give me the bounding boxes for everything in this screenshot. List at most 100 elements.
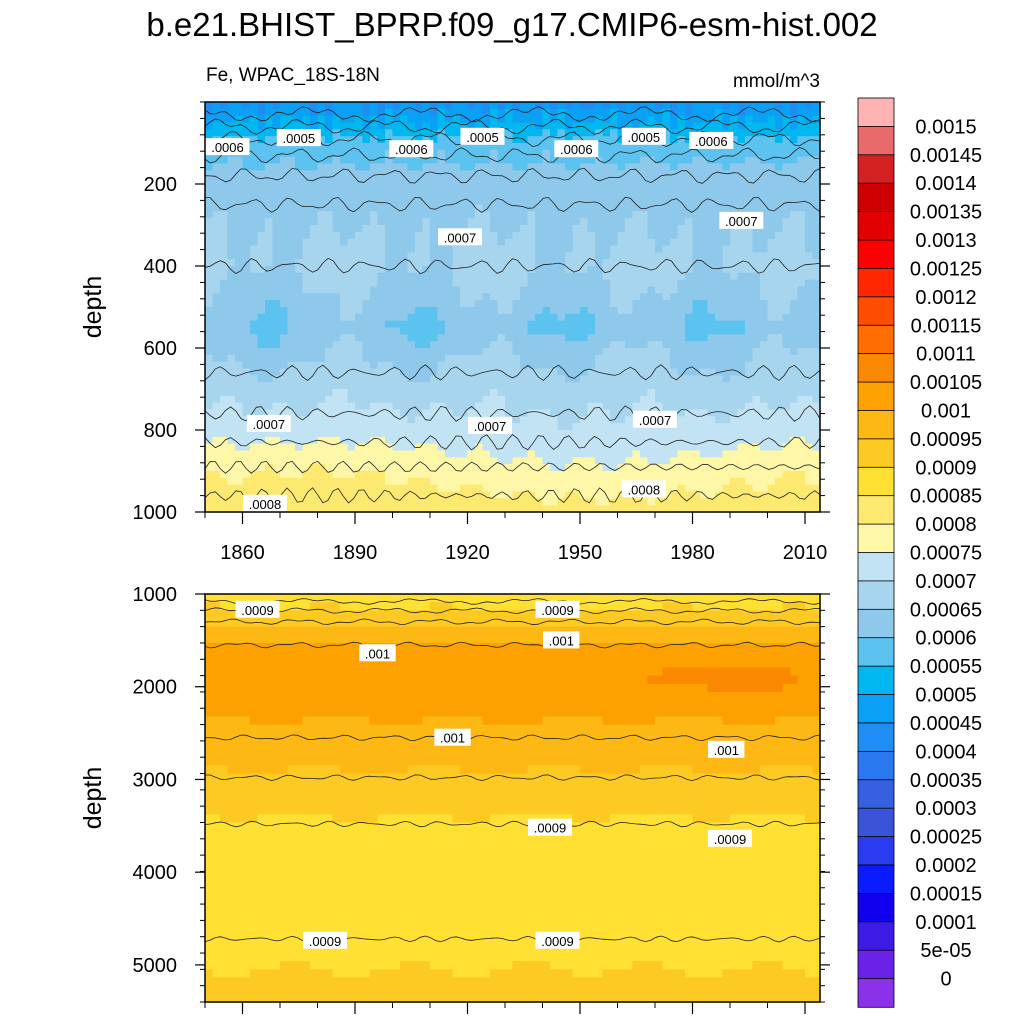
field-cell xyxy=(475,122,484,130)
field-cell xyxy=(332,252,341,260)
field-cell xyxy=(797,177,806,185)
field-cell xyxy=(445,102,454,110)
field-cell xyxy=(797,307,806,315)
field-cell xyxy=(400,313,409,322)
field-cell xyxy=(317,190,326,199)
field-cell xyxy=(430,430,439,438)
field-cell xyxy=(700,272,709,281)
field-cell xyxy=(572,300,581,308)
field-cell xyxy=(730,389,739,397)
field-cell xyxy=(535,211,544,219)
field-cell xyxy=(445,423,454,431)
field-cell xyxy=(355,477,364,486)
field-cell xyxy=(655,122,664,130)
field-cell xyxy=(445,177,454,185)
field-cell xyxy=(445,450,454,458)
field-cell xyxy=(670,211,679,219)
field-cell xyxy=(767,190,776,199)
field-cell xyxy=(737,177,746,185)
field-cell xyxy=(295,334,304,342)
field-cell xyxy=(437,498,446,506)
field-cell xyxy=(715,102,724,110)
field-cell xyxy=(640,122,649,130)
field-cell xyxy=(812,382,821,390)
field-cell xyxy=(302,170,311,178)
field-cell xyxy=(580,218,589,226)
field-cell xyxy=(287,491,296,499)
field-cell xyxy=(257,143,266,151)
field-cell xyxy=(737,170,746,178)
field-cell xyxy=(347,211,356,219)
field-cell xyxy=(565,430,574,438)
field-cell xyxy=(347,348,356,356)
field-cell xyxy=(805,327,814,335)
field-cell xyxy=(422,197,431,206)
field-cell xyxy=(745,430,754,438)
field-cell xyxy=(355,382,364,390)
field-cell xyxy=(542,313,551,322)
field-cell xyxy=(707,218,716,226)
field-cell xyxy=(550,443,559,452)
field-cell xyxy=(302,225,311,233)
contour-label-text: .0006 xyxy=(560,142,593,157)
field-cell xyxy=(302,409,311,417)
field-cell xyxy=(760,450,769,458)
field-cell xyxy=(362,443,371,452)
field-cell xyxy=(602,354,611,363)
field-cell xyxy=(595,505,604,513)
field-cell xyxy=(325,341,334,349)
field-cell xyxy=(655,286,664,294)
field-cell xyxy=(745,334,754,342)
field-cell xyxy=(422,368,431,376)
field-cell xyxy=(662,389,671,397)
field-cell xyxy=(670,443,679,452)
field-cell xyxy=(347,375,356,383)
field-cell xyxy=(310,368,319,376)
field-cell xyxy=(422,259,431,267)
field-cell xyxy=(685,143,694,151)
field-cell xyxy=(347,156,356,165)
field-cell xyxy=(332,436,341,445)
field-cell xyxy=(302,272,311,281)
field-cell xyxy=(235,505,244,513)
field-cell xyxy=(550,300,559,308)
field-cell xyxy=(272,177,281,185)
field-cell xyxy=(550,286,559,294)
field-cell xyxy=(632,272,641,281)
field-cell xyxy=(317,348,326,356)
field-cell xyxy=(205,231,214,240)
field-cell xyxy=(355,389,364,397)
field-cell xyxy=(430,225,439,233)
field-cell xyxy=(790,197,799,206)
field-cell xyxy=(265,293,274,301)
field-cell xyxy=(302,102,311,110)
field-cell xyxy=(550,122,559,130)
field-cell xyxy=(565,395,574,404)
field-cell xyxy=(647,156,656,165)
field-cell xyxy=(610,334,619,342)
field-cell xyxy=(700,211,709,219)
field-cell xyxy=(415,259,424,267)
field-cell xyxy=(685,238,694,247)
field-cell xyxy=(385,259,394,267)
field-cell xyxy=(467,327,476,335)
field-cell xyxy=(797,266,806,274)
field-cell xyxy=(790,471,799,479)
field-cell xyxy=(677,450,686,458)
field-cell xyxy=(212,300,221,308)
field-cell xyxy=(767,177,776,185)
field-cell xyxy=(557,238,566,247)
field-cell xyxy=(670,238,679,247)
field-cell xyxy=(550,184,559,192)
field-cell xyxy=(407,307,416,315)
field-cell xyxy=(257,238,266,247)
field-cell xyxy=(737,334,746,342)
field-cell xyxy=(557,471,566,479)
field-cell xyxy=(632,238,641,247)
field-cell xyxy=(505,477,514,486)
field-cell xyxy=(467,252,476,260)
field-cell xyxy=(790,163,799,171)
field-cell xyxy=(722,184,731,192)
field-cell xyxy=(595,286,604,294)
field-cell xyxy=(355,286,364,294)
